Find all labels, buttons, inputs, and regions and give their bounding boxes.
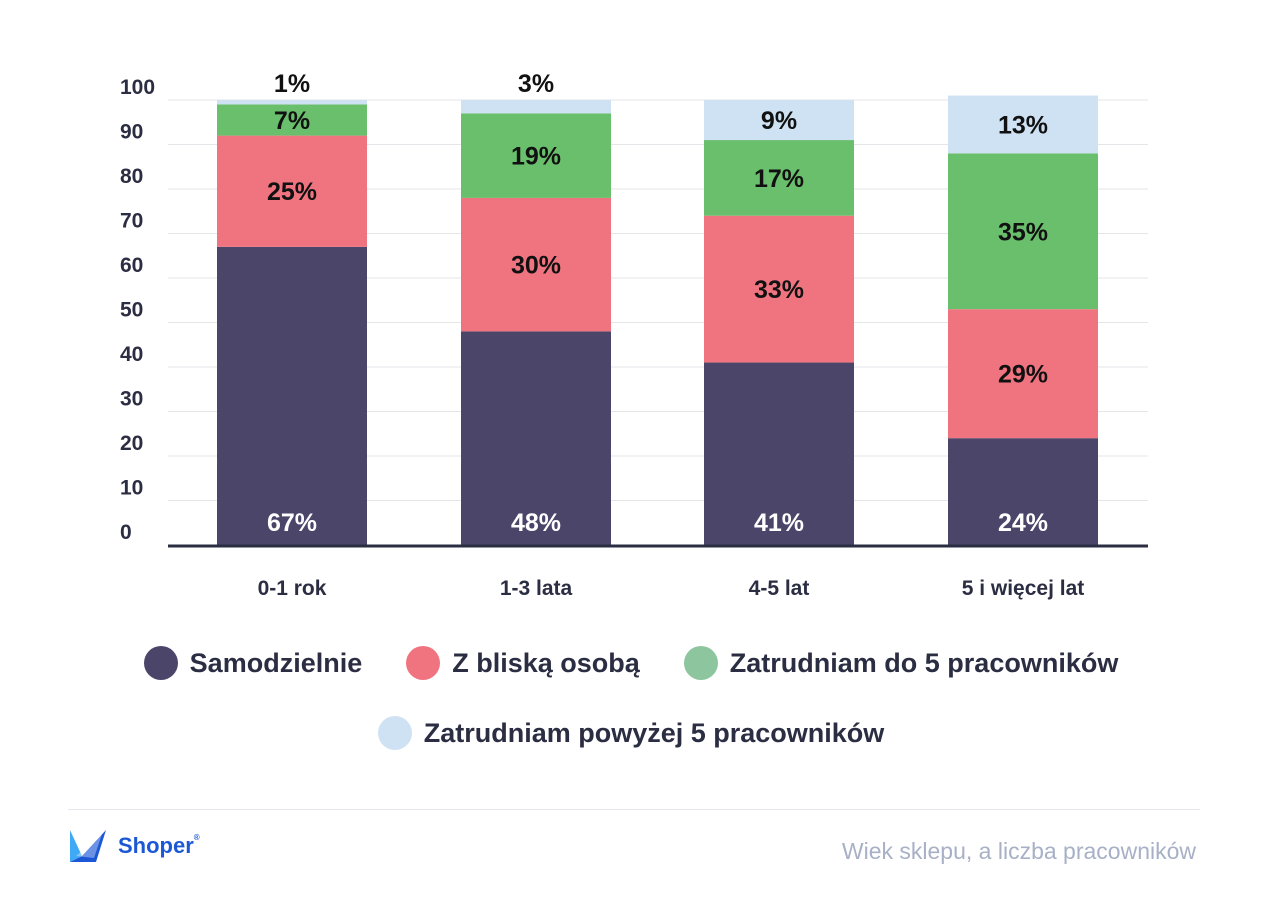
y-tick-30: 30 (120, 388, 143, 411)
y-tick-100: 100 (120, 76, 155, 99)
y-tick-50: 50 (120, 299, 143, 322)
data-label-1-2: 25% (267, 178, 317, 206)
legend-item-do-5: Zatrudniam do 5 pracowników (683, 646, 1119, 680)
bar-segment-1-2 (217, 135, 367, 247)
legend-label-samodzielnie: Samodzielnie (189, 647, 363, 678)
bar-segment-4-4 (948, 95, 1098, 154)
legend-dot-z-bliska-osoba (406, 646, 441, 680)
data-label-1-1: 67% (267, 509, 317, 537)
bar-segment-3-4 (704, 100, 854, 141)
footer-divider (68, 809, 1200, 810)
legend-label-do-5: Zatrudniam do 5 pracowników (729, 647, 1119, 678)
data-label-3-2: 33% (754, 276, 804, 304)
y-tick-70: 70 (120, 210, 143, 233)
y-tick-20: 20 (120, 432, 143, 455)
data-label-2-2: 30% (511, 252, 561, 280)
y-tick-80: 80 (120, 165, 143, 188)
x-tick-1: 0-1 rok (258, 577, 327, 600)
bar-segment-4-1 (948, 438, 1098, 545)
bar-segment-1-4 (217, 100, 367, 105)
shoper-logo-text: Shoper® (118, 833, 200, 859)
legend-row-2: Zatrudniam powyżej 5 pracowników (0, 716, 1262, 750)
bar-segment-1-1 (217, 246, 367, 545)
bar-segment-3-2 (704, 215, 854, 363)
x-tick-3: 4-5 lat (749, 577, 810, 600)
bar-segment-3-1 (704, 362, 854, 545)
data-label-2-4: 3% (518, 70, 554, 98)
bar-segment-2-1 (461, 331, 611, 545)
data-label-4-2: 29% (998, 361, 1048, 389)
bar-segment-2-2 (461, 197, 611, 332)
y-tick-60: 60 (120, 254, 143, 277)
data-label-3-3: 17% (754, 165, 804, 193)
x-tick-2: 1-3 lata (500, 577, 573, 600)
legend-item-powyzej-5: Zatrudniam powyżej 5 pracowników (377, 716, 885, 750)
x-tick-4: 5 i więcej lat (962, 577, 1085, 600)
data-label-3-1: 41% (754, 509, 804, 537)
brand-name: Shoper (118, 833, 194, 858)
y-tick-0: 0 (120, 521, 132, 544)
brand-mark: ® (193, 833, 200, 842)
bar-segment-4-2 (948, 309, 1098, 439)
chart-caption: Wiek sklepu, a liczba pracowników (841, 838, 1196, 864)
stacked-bar-chart: 67% 25% 7% 1% 48% 30% 19% 3% 41% 33% 17% 9% 24% 29% 35… (120, 70, 1148, 600)
legend-dot-do-5 (683, 646, 718, 680)
y-tick-90: 90 (120, 121, 143, 144)
legend-dot-powyzej-5 (377, 716, 412, 750)
data-label-1-3: 7% (274, 107, 310, 135)
shoper-logo: Shoper® (66, 826, 200, 866)
data-label-1-4: 1% (274, 70, 310, 98)
data-label-2-1: 48% (511, 509, 561, 537)
data-label-4-3: 35% (998, 218, 1048, 246)
data-label-4-4: 13% (998, 111, 1048, 139)
legend-dot-samodzielnie (143, 646, 178, 680)
data-label-4-1: 24% (998, 509, 1048, 537)
bar-segment-3-3 (704, 140, 854, 216)
shoper-logo-icon (70, 830, 106, 862)
bar-segment-1-3 (217, 104, 367, 136)
legend-row-1: Samodzielnie Z bliską osobą Zatrudniam d… (0, 646, 1262, 680)
data-label-3-4: 9% (761, 107, 797, 135)
legend-label-z-bliska-osoba: Z bliską osobą (452, 647, 640, 678)
bar-segment-2-4 (461, 100, 611, 114)
legend-item-samodzielnie: Samodzielnie (143, 646, 363, 680)
bar-segment-2-3 (461, 113, 611, 198)
bar-segment-4-3 (948, 153, 1098, 310)
legend-label-powyzej-5: Zatrudniam powyżej 5 pracowników (423, 717, 885, 748)
data-label-2-3: 19% (511, 143, 561, 171)
y-tick-10: 10 (120, 477, 143, 500)
y-tick-40: 40 (120, 343, 143, 366)
legend-item-z-bliska-osoba: Z bliską osobą (406, 646, 640, 680)
